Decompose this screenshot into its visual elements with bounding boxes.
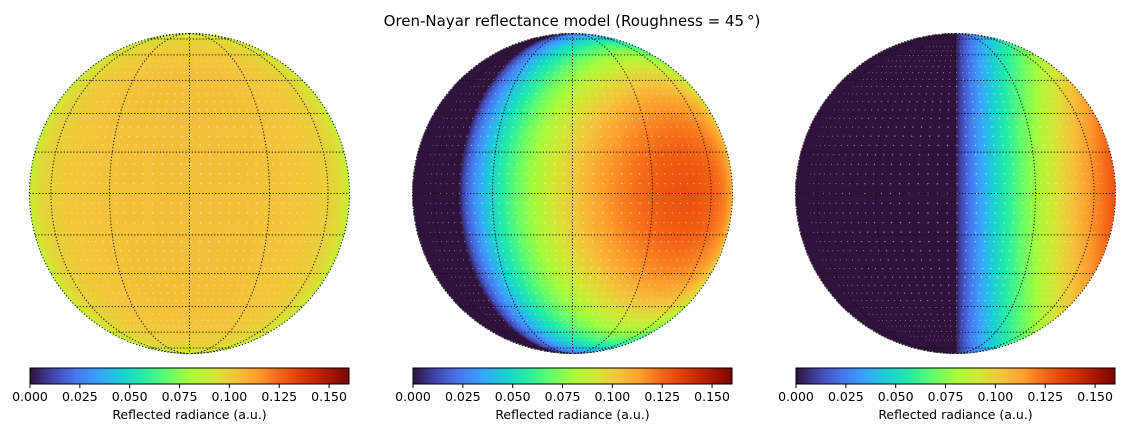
meridian-line <box>875 33 956 354</box>
meridian-line <box>50 33 190 354</box>
colorbar-tick-label: 0.000 <box>12 389 48 404</box>
panels: 0.000 0.025 0.050 0.075 0.100 0.125 0.150 Refle… <box>12 33 1116 422</box>
meridian-line <box>189 33 270 354</box>
colorbar-gradient <box>412 367 733 385</box>
colorbar: 0.000 0.025 0.050 0.075 0.100 0.125 0.150 Refle… <box>395 367 733 422</box>
graticule <box>29 33 350 354</box>
graticule <box>795 33 1116 354</box>
meridian-line <box>795 33 956 354</box>
colorbar-tick-label: 0.025 <box>62 389 98 404</box>
colorbar-gradient <box>795 367 1116 385</box>
meridian-line <box>492 33 573 354</box>
meridian-line <box>189 33 350 354</box>
colorbar-tick-label: 0.000 <box>778 389 814 404</box>
meridian-line <box>433 33 573 354</box>
meridian-line <box>955 33 1095 354</box>
sample-points <box>39 46 338 341</box>
meridian-line <box>816 33 956 354</box>
globe-panel-1: 0.000 0.025 0.050 0.075 0.100 0.125 0.150 Refle… <box>12 33 350 422</box>
colorbar-tick-label: 0.150 <box>311 389 347 404</box>
sample-points <box>422 46 721 341</box>
colorbar-tick-label: 0.125 <box>261 389 297 404</box>
colorbar: 0.000 0.025 0.050 0.075 0.100 0.125 0.150 Refle… <box>778 367 1116 422</box>
meridian-line <box>572 33 653 354</box>
colorbar-tick-label: 0.025 <box>828 389 864 404</box>
colorbar-tick-label: 0.100 <box>211 389 247 404</box>
graticule <box>412 33 733 354</box>
globe-panel-2: 0.000 0.025 0.050 0.075 0.100 0.125 0.150 Refle… <box>395 33 733 422</box>
meridian-line <box>955 33 1036 354</box>
colorbar-label: Reflected radiance (a.u.) <box>878 407 1032 422</box>
meridian-line <box>189 33 329 354</box>
colorbar-tick-label: 0.025 <box>445 389 481 404</box>
colorbar-tick-label: 0.100 <box>594 389 630 404</box>
colorbar: 0.000 0.025 0.050 0.075 0.100 0.125 0.150 Refle… <box>12 367 350 422</box>
meridian-line <box>955 33 1116 354</box>
meridian-line <box>572 33 712 354</box>
globe-panel-3: 0.000 0.025 0.050 0.075 0.100 0.125 0.150 Refle… <box>778 33 1116 422</box>
colorbar-tick-label: 0.125 <box>1027 389 1063 404</box>
colorbar-tick-label: 0.150 <box>694 389 730 404</box>
colorbar-tick-label: 0.050 <box>495 389 531 404</box>
colorbar-tick-label: 0.075 <box>162 389 198 404</box>
colorbar-tick-label: 0.000 <box>395 389 431 404</box>
figure-title: Oren-Nayar reflectance model (Roughness … <box>384 12 761 30</box>
colorbar-label: Reflected radiance (a.u.) <box>495 407 649 422</box>
sample-points <box>805 46 1104 341</box>
colorbar-gradient <box>29 367 350 385</box>
meridian-line <box>109 33 190 354</box>
colorbar-tick-label: 0.100 <box>977 389 1013 404</box>
colorbar-tick-label: 0.125 <box>644 389 680 404</box>
meridian-line <box>572 33 733 354</box>
meridian-line <box>29 33 190 354</box>
colorbar-tick-label: 0.075 <box>928 389 964 404</box>
colorbar-tick-label: 0.075 <box>545 389 581 404</box>
colorbar-tick-label: 0.050 <box>878 389 914 404</box>
colorbar-label: Reflected radiance (a.u.) <box>112 407 266 422</box>
colorbar-tick-label: 0.150 <box>1077 389 1113 404</box>
meridian-line <box>412 33 573 354</box>
colorbar-tick-label: 0.050 <box>112 389 148 404</box>
